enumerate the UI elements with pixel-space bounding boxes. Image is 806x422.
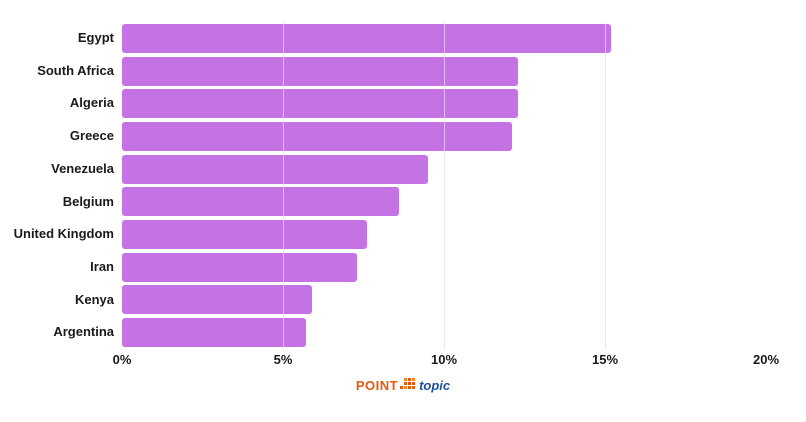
bar-egypt [122, 23, 612, 53]
x-tick-5: 5% [273, 352, 293, 367]
bar-belgium [122, 187, 399, 217]
bar-algeria [122, 89, 519, 119]
category-label-south-africa: South Africa [37, 62, 114, 78]
bar-greece [122, 121, 512, 151]
bar-united-kingdom [122, 220, 367, 250]
bar-iran [122, 252, 358, 282]
bar-kenya [122, 285, 312, 315]
category-label-greece: Greece [69, 128, 114, 144]
bar-venezuela [122, 154, 428, 184]
x-axis: 0% 5% 10% 15% 20% [113, 352, 779, 368]
category-label-egypt: Egypt [77, 30, 114, 45]
category-label-kenya: Kenya [74, 291, 114, 307]
point-topic-logo: POINT topic [356, 378, 450, 394]
gridline-15 [605, 22, 606, 349]
logo-point-text: POINT [355, 378, 399, 393]
logo-topic-text: topic [419, 378, 451, 393]
x-tick-10: 10% [430, 352, 458, 367]
dot-grid-icon [400, 378, 416, 389]
category-label-belgium: Belgium [62, 193, 114, 209]
x-tick-0: 0% [112, 352, 132, 367]
x-tick-20: 20% [752, 352, 780, 367]
category-label-argentina: Argentina [53, 324, 114, 340]
gridline-10 [444, 22, 445, 349]
y-axis-labels: Egypt South Africa Algeria Greece Venezuela B… [0, 22, 114, 349]
bar-argentina [122, 318, 306, 348]
footer: POINT topic [0, 377, 806, 395]
category-label-algeria: Algeria [69, 95, 114, 111]
category-label-venezuela: Venezuela [51, 160, 114, 176]
x-tick-15: 15% [591, 352, 619, 367]
bar-south-africa [122, 56, 519, 86]
category-label-iran: Iran [90, 258, 114, 274]
category-label-united-kingdom: United Kingdom [13, 226, 114, 242]
gridline-5 [283, 22, 284, 349]
plot-area [122, 22, 766, 349]
